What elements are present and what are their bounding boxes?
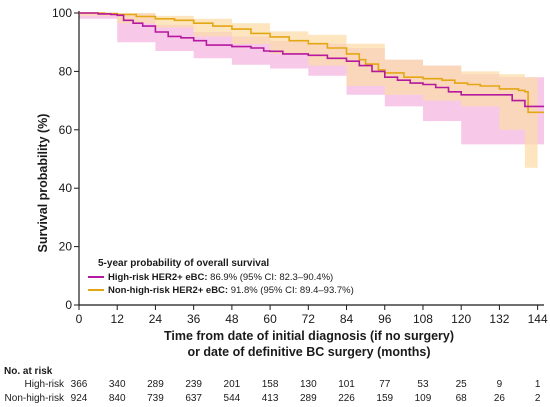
x-tick-label: 120 (451, 312, 471, 326)
risk-row-label-high-risk: High-risk (25, 379, 65, 390)
risk-cell: 289 (300, 393, 317, 404)
risk-cell: 101 (338, 379, 355, 390)
risk-cell: 9 (497, 379, 503, 390)
x-tick-label: 36 (187, 312, 201, 326)
legend-entry-high-risk-name: High-risk HER2+ eBC: (108, 272, 208, 283)
x-tick-label: 12 (111, 312, 125, 326)
y-tick-label: 0 (65, 298, 72, 312)
risk-cell: 739 (147, 393, 164, 404)
risk-row-label-non-high-risk: Non-high-risk (5, 393, 65, 404)
x-tick-label: 24 (149, 312, 163, 326)
risk-cell: 637 (185, 393, 202, 404)
risk-table: No. at risk High-risk Non-high-risk 366 3… (4, 366, 541, 404)
legend-entry-non-high-risk-detail: 91.8% (95% CI: 89.4–93.7%) (228, 285, 354, 296)
y-tick-label: 80 (59, 64, 73, 78)
risk-cell: 26 (494, 393, 506, 404)
risk-cell: 340 (109, 379, 126, 390)
risk-cell: 158 (262, 379, 279, 390)
risk-cell: 2 (535, 393, 541, 404)
confidence-bands (79, 13, 544, 168)
legend-entry-non-high-risk: Non-high-risk HER2+ eBC: 91.8% (95% CI: … (108, 285, 354, 296)
x-axis-title-line2: or date of definitive BC surgery (months… (187, 345, 430, 359)
x-axis-title-line1: Time from date of initial diagnosis (if … (164, 329, 454, 343)
y-axis-title: Survival probability (%) (36, 114, 50, 253)
y-tick-label: 20 (59, 240, 73, 254)
y-tick-label: 100 (52, 6, 72, 20)
x-tick-label: 60 (263, 312, 277, 326)
risk-cell: 544 (224, 393, 241, 404)
legend-entry-high-risk-detail: 86.9% (95% CI: 82.3–90.4%) (208, 272, 334, 283)
x-tick-label: 72 (302, 312, 316, 326)
risk-cell: 53 (417, 379, 429, 390)
x-tick-label: 0 (76, 312, 83, 326)
risk-cell: 366 (71, 379, 88, 390)
risk-cell: 289 (147, 379, 164, 390)
x-tick-label: 48 (225, 312, 239, 326)
x-tick-label: 132 (489, 312, 509, 326)
series-line-high-risk-her2-ebc (79, 12, 544, 108)
legend-entry-non-high-risk-name: Non-high-risk HER2+ eBC: (108, 285, 228, 296)
risk-cell: 130 (300, 379, 317, 390)
x-tick-label: 108 (413, 312, 433, 326)
risk-cell: 1 (535, 379, 541, 390)
x-tick-label: 84 (340, 312, 354, 326)
risk-cell: 239 (185, 379, 202, 390)
risk-cell: 68 (456, 393, 468, 404)
legend-entry-high-risk: High-risk HER2+ eBC: 86.9% (95% CI: 82.3… (108, 272, 333, 283)
series-line-non-high-risk-her2-ebc (79, 12, 544, 114)
series-lines (79, 12, 544, 114)
x-tick-label: 144 (528, 312, 548, 326)
risk-table-title: No. at risk (4, 366, 53, 377)
risk-cell: 840 (109, 393, 126, 404)
y-tick-label: 60 (59, 123, 73, 137)
risk-cell: 25 (456, 379, 468, 390)
legend: 5-year probability of overall survival H… (88, 258, 354, 296)
risk-cell: 924 (71, 393, 88, 404)
axes: 0 20 40 60 80 100 0 12 24 36 48 60 72 84 96 108 120 132 14… (52, 6, 548, 326)
y-tick-label: 40 (59, 181, 73, 195)
x-tick-label: 96 (378, 312, 392, 326)
risk-cell: 109 (415, 393, 432, 404)
risk-cell: 413 (262, 393, 279, 404)
risk-cell: 159 (376, 393, 393, 404)
risk-cell: 226 (338, 393, 355, 404)
legend-title: 5-year probability of overall survival (98, 258, 269, 269)
risk-cell: 201 (224, 379, 241, 390)
risk-cell: 77 (379, 379, 391, 390)
ci-band-high-risk-her2-ebc (79, 13, 544, 145)
